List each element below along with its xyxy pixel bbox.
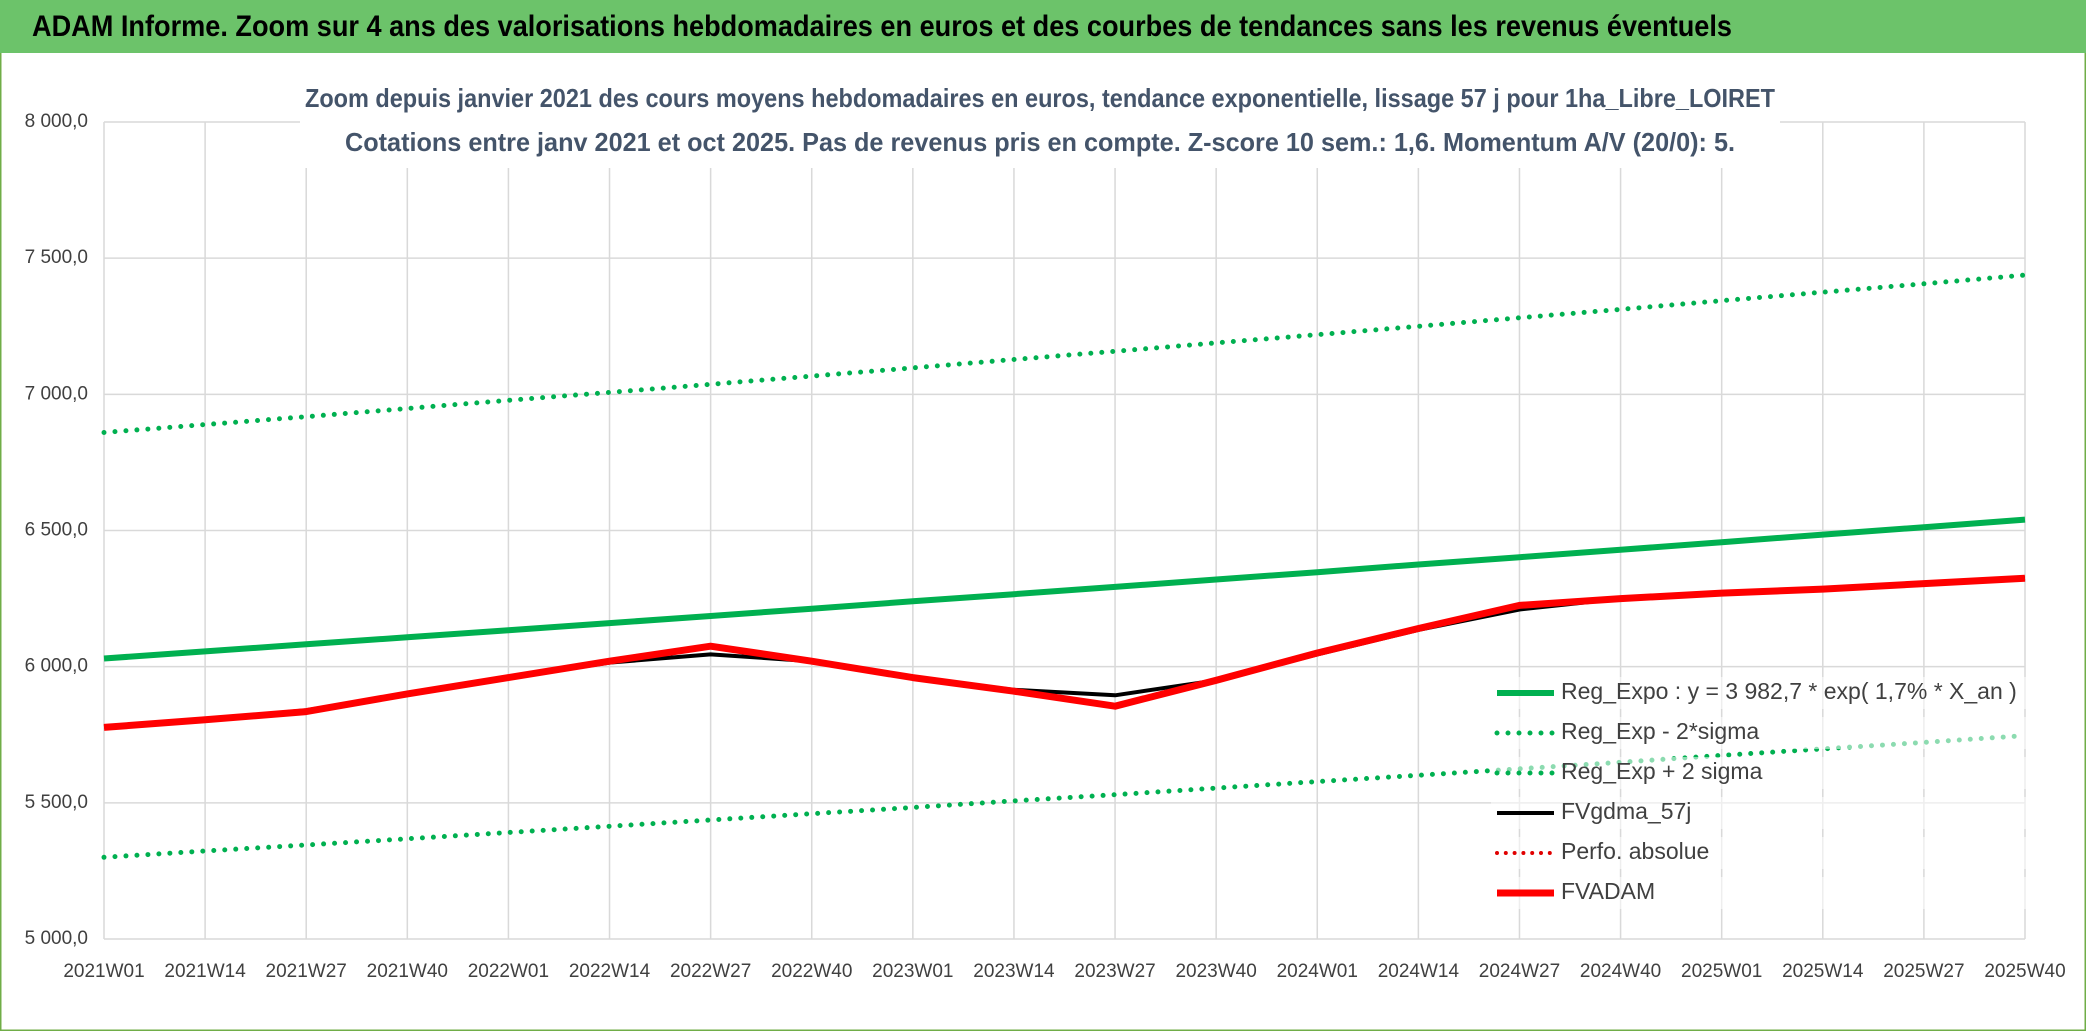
legend-backdrop bbox=[1491, 797, 2031, 829]
x-tick-label: 2021W40 bbox=[367, 961, 448, 982]
x-tick-label: 2021W01 bbox=[63, 961, 144, 982]
title-backdrop bbox=[300, 80, 1780, 168]
x-tick-label: 2024W01 bbox=[1277, 961, 1358, 982]
legend-backdrop bbox=[1491, 877, 2031, 909]
x-tick-label: 2022W01 bbox=[468, 961, 549, 982]
x-tick-label: 2023W01 bbox=[872, 961, 953, 982]
legend-backdrop bbox=[1491, 837, 2031, 869]
x-tick-label: 2025W14 bbox=[1782, 961, 1864, 982]
y-tick-label: 5 000,0 bbox=[25, 928, 88, 949]
legend-backdrop bbox=[1491, 717, 2031, 749]
x-tick-label: 2022W40 bbox=[771, 961, 852, 982]
series-line bbox=[101, 733, 2028, 860]
plot bbox=[101, 272, 2028, 860]
x-tick-label: 2023W40 bbox=[1175, 961, 1256, 982]
x-tick-label: 2025W27 bbox=[1883, 961, 1964, 982]
legend-label: FVgdma_57j bbox=[1561, 798, 1691, 824]
legend: Reg_Expo : y = 3 982,7 * exp( 1,7% * X_a… bbox=[1491, 677, 2031, 909]
x-tick-label: 2024W14 bbox=[1378, 961, 1460, 982]
x-tick-label: 2023W14 bbox=[973, 961, 1055, 982]
y-tick-label: 6 000,0 bbox=[25, 656, 88, 677]
chart-title: Zoom depuis janvier 2021 des cours moyen… bbox=[305, 83, 1775, 113]
series-line bbox=[103, 516, 2026, 662]
legend-label: Perfo. absolue bbox=[1561, 838, 1709, 864]
chart-subtitle: Cotations entre janv 2021 et oct 2025. P… bbox=[345, 127, 1735, 157]
header-title: ADAM Informe. Zoom sur 4 ans des valoris… bbox=[32, 10, 1732, 43]
x-tick-label: 2022W27 bbox=[670, 961, 751, 982]
x-tick-label: 2024W40 bbox=[1580, 961, 1661, 982]
y-tick-label: 7 500,0 bbox=[25, 247, 88, 268]
legend-label: FVADAM bbox=[1561, 878, 1655, 904]
series-line bbox=[101, 272, 2028, 435]
x-tick-label: 2023W27 bbox=[1074, 961, 1155, 982]
header-bar bbox=[0, 0, 2086, 53]
legend-label: Reg_Expo : y = 3 982,7 * exp( 1,7% * X_a… bbox=[1561, 678, 2017, 704]
legend-label: Reg_Exp + 2 sigma bbox=[1561, 758, 1763, 784]
x-tick-label: 2025W01 bbox=[1681, 961, 1762, 982]
y-tick-label: 5 500,0 bbox=[25, 792, 88, 813]
y-tick-label: 8 000,0 bbox=[25, 111, 88, 132]
y-tick-label: 6 500,0 bbox=[25, 520, 88, 541]
series-line bbox=[103, 574, 2026, 731]
y-tick-label: 7 000,0 bbox=[25, 383, 88, 404]
x-tick-label: 2024W27 bbox=[1479, 961, 1560, 982]
legend-label: Reg_Exp - 2*sigma bbox=[1561, 718, 1759, 744]
x-tick-label: 2021W14 bbox=[164, 961, 246, 982]
x-tick-label: 2025W40 bbox=[1984, 961, 2065, 982]
legend-backdrop bbox=[1491, 677, 2031, 709]
legend-backdrop bbox=[1491, 757, 2031, 789]
x-tick-label: 2021W27 bbox=[266, 961, 347, 982]
x-tick-label: 2022W14 bbox=[569, 961, 651, 982]
